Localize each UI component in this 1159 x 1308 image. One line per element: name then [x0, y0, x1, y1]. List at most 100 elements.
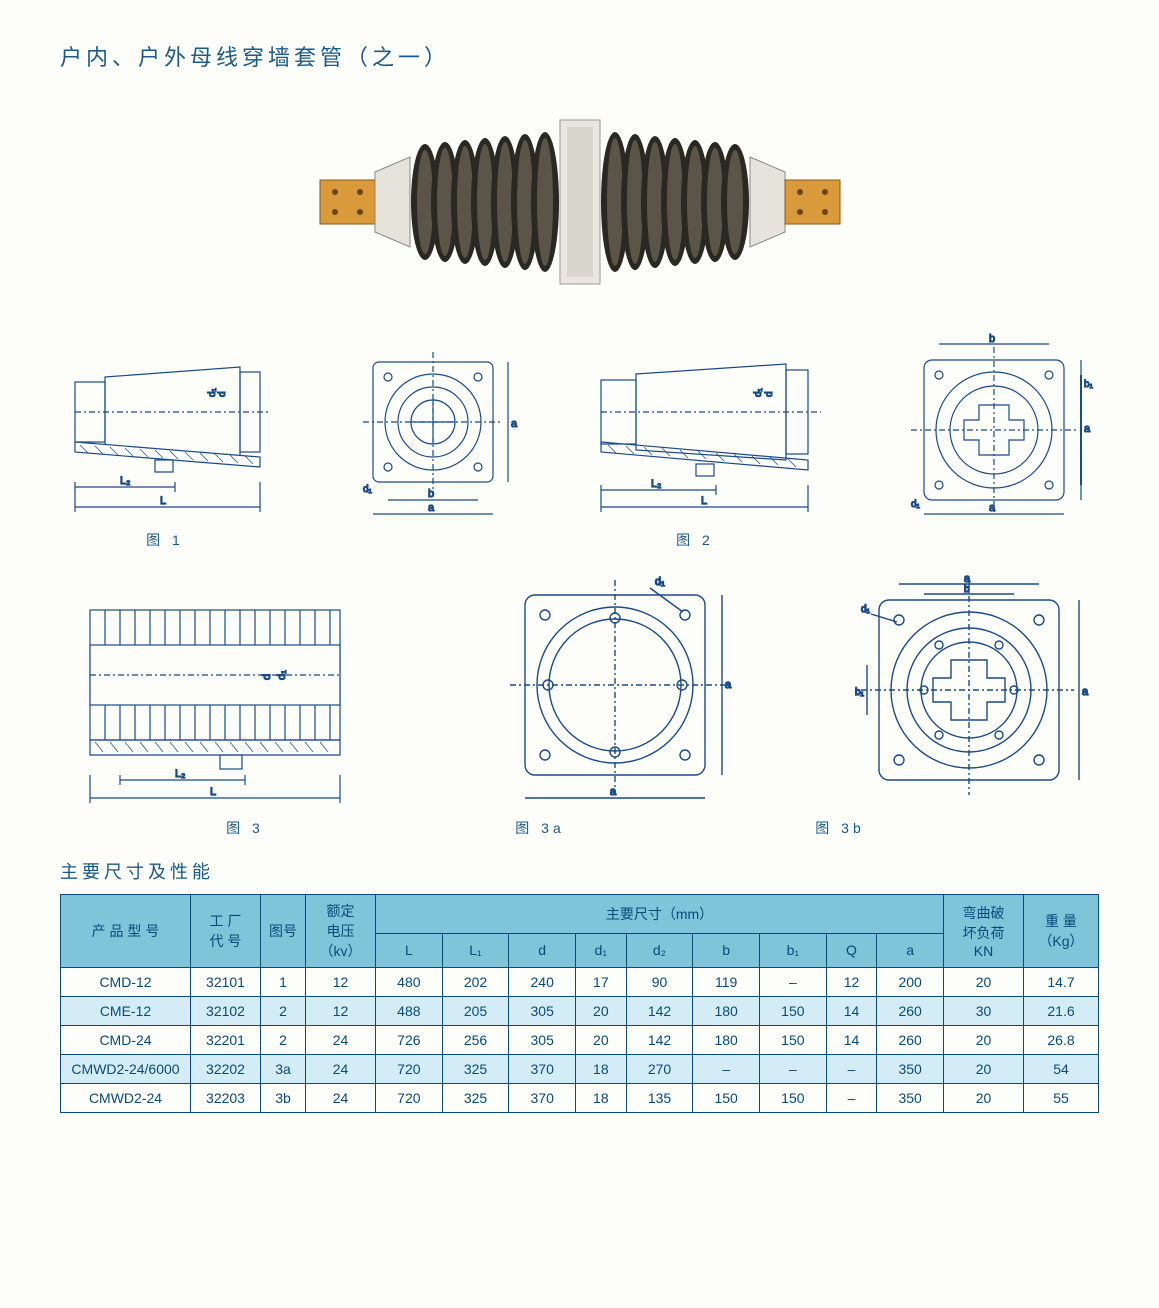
cell-d: 305 [509, 1026, 576, 1055]
cell-b1: – [760, 1055, 827, 1084]
svg-text:a: a [989, 502, 996, 514]
svg-text:b: b [428, 488, 434, 500]
cell-model: CME-12 [61, 997, 191, 1026]
th-d: d [509, 933, 576, 967]
th-weight: 重 量 （Kg） [1024, 895, 1099, 968]
cell-a: 350 [877, 1055, 944, 1084]
th-Q: Q [826, 933, 877, 967]
cell-L: 726 [376, 1026, 443, 1055]
cell-a: 200 [877, 968, 944, 997]
svg-text:d₁: d₁ [861, 604, 871, 615]
th-factory: 工 厂 代 号 [191, 895, 261, 968]
diagram-row-2: L₂ L d d₁ d₁ a a [60, 570, 1099, 810]
cell-fig: 1 [261, 968, 306, 997]
svg-text:d: d [764, 391, 775, 397]
svg-text:b: b [964, 584, 970, 595]
cell-model: CMD-12 [61, 968, 191, 997]
cell-load: 30 [944, 997, 1024, 1026]
cell-b1: – [760, 968, 827, 997]
cell-d2: 142 [626, 997, 693, 1026]
cell-weight: 14.7 [1024, 968, 1099, 997]
fig2-label: 图 2 [470, 530, 920, 550]
cell-model: CMWD2-24 [61, 1084, 191, 1113]
cell-L1: 202 [442, 968, 509, 997]
svg-text:a: a [428, 502, 435, 514]
cell-b: 180 [693, 997, 760, 1026]
th-load: 弯曲破 坏负荷 KN [944, 895, 1024, 968]
cell-L: 720 [376, 1084, 443, 1113]
cell-d: 305 [509, 997, 576, 1026]
cell-weight: 21.6 [1024, 997, 1099, 1026]
cell-fig: 2 [261, 997, 306, 1026]
cell-load: 20 [944, 1026, 1024, 1055]
th-fig: 图号 [261, 895, 306, 968]
cell-d1: 18 [576, 1084, 627, 1113]
cell-factory: 32101 [191, 968, 261, 997]
cell-b: 119 [693, 968, 760, 997]
cell-Q: 14 [826, 1026, 877, 1055]
cell-L1: 256 [442, 1026, 509, 1055]
svg-text:L₂: L₂ [175, 768, 185, 780]
th-b1: b₁ [760, 933, 827, 967]
th-a: a [877, 933, 944, 967]
cell-kv: 12 [306, 997, 376, 1026]
cell-L1: 205 [442, 997, 509, 1026]
cell-factory: 32203 [191, 1084, 261, 1113]
svg-text:a: a [725, 679, 732, 691]
cell-d: 240 [509, 968, 576, 997]
fig3a-label: 图 3a [390, 818, 690, 838]
svg-text:L: L [210, 786, 216, 798]
cell-b1: 150 [760, 997, 827, 1026]
cell-model: CMWD2-24/6000 [61, 1055, 191, 1084]
svg-text:L₂: L₂ [120, 475, 130, 487]
cell-weight: 26.8 [1024, 1026, 1099, 1055]
section-title: 主要尺寸及性能 [60, 858, 1099, 884]
th-model: 产 品 型 号 [61, 895, 191, 968]
cell-a: 350 [877, 1084, 944, 1113]
fig3b-front: a b d₁ a b₁ [849, 570, 1099, 810]
cell-d1: 20 [576, 997, 627, 1026]
svg-text:L: L [160, 495, 166, 507]
table-row: CMD-243220122472625630520142180150142602… [61, 1026, 1099, 1055]
fig3a-front: d₁ a a [500, 570, 740, 810]
cell-load: 20 [944, 968, 1024, 997]
cell-L1: 325 [442, 1055, 509, 1084]
cell-kv: 24 [306, 1084, 376, 1113]
fig3-label: 图 3 [60, 818, 390, 838]
svg-text:d₁: d₁ [276, 670, 288, 680]
svg-text:a: a [1082, 686, 1089, 698]
cell-b: 180 [693, 1026, 760, 1055]
svg-text:L: L [701, 495, 707, 507]
th-dims: 主要尺寸（mm） [376, 895, 944, 934]
product-photo [60, 102, 1099, 302]
cell-d2: 135 [626, 1084, 693, 1113]
cell-d1: 17 [576, 968, 627, 997]
fig2-front: b d₁ a a b₁ [899, 332, 1099, 522]
cell-Q: 14 [826, 997, 877, 1026]
cell-Q: 12 [826, 968, 877, 997]
cell-weight: 55 [1024, 1084, 1099, 1113]
cell-d1: 20 [576, 1026, 627, 1055]
cell-L: 720 [376, 1055, 443, 1084]
table-row: CMWD2-24/6000322023a2472032537018270–––3… [61, 1055, 1099, 1084]
cell-factory: 32202 [191, 1055, 261, 1084]
th-b: b [693, 933, 760, 967]
cell-load: 20 [944, 1084, 1024, 1113]
th-d2: d₂ [626, 933, 693, 967]
svg-text:d: d [261, 674, 273, 680]
cell-kv: 12 [306, 968, 376, 997]
svg-text:a: a [511, 418, 518, 430]
th-L: L [376, 933, 443, 967]
cell-fig: 3a [261, 1055, 306, 1084]
cell-weight: 54 [1024, 1055, 1099, 1084]
cell-L: 488 [376, 997, 443, 1026]
cell-fig: 2 [261, 1026, 306, 1055]
cell-a: 260 [877, 997, 944, 1026]
cell-Q: – [826, 1055, 877, 1084]
svg-text:b: b [989, 333, 995, 345]
diagram-row-1: L₂ L d₁ d d₁ b a a [60, 332, 1099, 522]
cell-L1: 325 [442, 1084, 509, 1113]
svg-text:d: d [217, 391, 228, 397]
cell-b: – [693, 1055, 760, 1084]
th-voltage: 额定 电压 （kv） [306, 895, 376, 968]
